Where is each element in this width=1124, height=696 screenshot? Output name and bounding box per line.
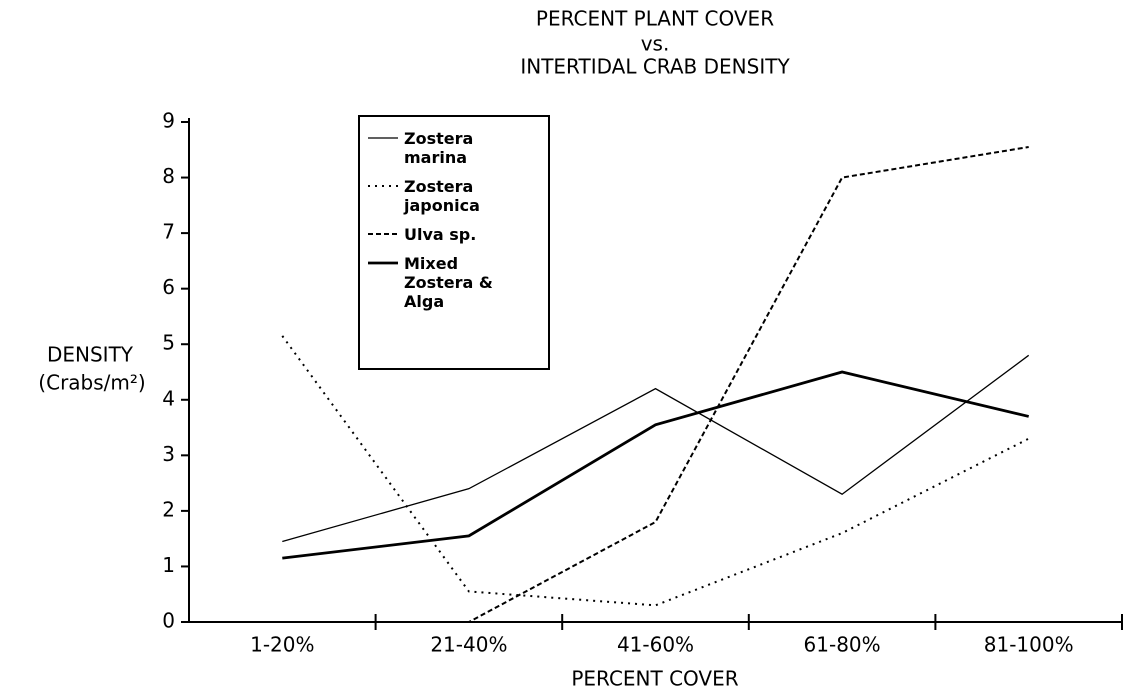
y-tick-label: 0 xyxy=(162,609,175,633)
y-axis-label: DENSITY xyxy=(47,343,134,367)
series-line xyxy=(282,370,1030,560)
y-tick-label: 1 xyxy=(162,553,175,577)
y-tick-label: 9 xyxy=(162,109,175,133)
legend-item: Zostera japonica xyxy=(368,177,540,215)
y-tick-label: 4 xyxy=(162,386,175,410)
chart-title: INTERTIDAL CRAB DENSITY xyxy=(520,55,790,79)
legend-swatch xyxy=(368,233,398,235)
legend-swatch xyxy=(368,185,398,187)
series-line xyxy=(282,146,1029,623)
x-axis-label: PERCENT COVER xyxy=(571,667,738,691)
legend-item: Zostera marina xyxy=(368,129,540,167)
legend-label: Zostera japonica xyxy=(404,177,480,215)
series-line xyxy=(282,354,1030,543)
legend-item: Mixed Zostera & Alga xyxy=(368,254,540,311)
legend-label: Ulva sp. xyxy=(404,225,477,244)
y-tick-label: 5 xyxy=(162,331,175,355)
legend-label: Zostera marina xyxy=(404,129,474,167)
y-axis-label: (Crabs/m²) xyxy=(38,371,145,395)
legend-swatch xyxy=(368,261,398,265)
x-tick-label: 1-20% xyxy=(250,633,314,657)
series-line xyxy=(281,335,1030,607)
y-tick-label: 3 xyxy=(162,442,175,466)
x-tick-label: 21-40% xyxy=(430,633,507,657)
y-tick-label: 6 xyxy=(162,275,175,299)
legend-swatch xyxy=(368,137,398,139)
x-tick-label: 81-100% xyxy=(984,633,1074,657)
y-tick-label: 2 xyxy=(162,497,175,521)
legend-item: Ulva sp. xyxy=(368,225,540,244)
y-tick-label: 7 xyxy=(162,220,175,244)
x-tick-label: 61-80% xyxy=(804,633,881,657)
y-tick-label: 8 xyxy=(162,164,175,188)
legend: Zostera marina Zostera japonica Ulva sp. Mi… xyxy=(358,115,550,370)
legend-label: Mixed Zostera & Alga xyxy=(404,254,493,311)
chart-title: vs. xyxy=(641,32,670,56)
chart-title: PERCENT PLANT COVER xyxy=(536,7,774,31)
x-tick-label: 41-60% xyxy=(617,633,694,657)
